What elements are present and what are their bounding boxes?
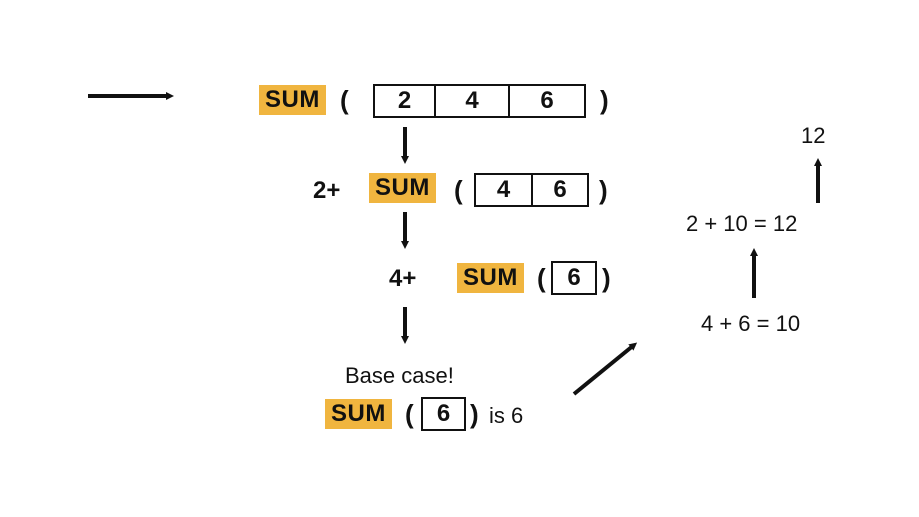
array-cell: 6 — [567, 264, 581, 291]
open-paren: ( — [405, 399, 414, 429]
row3-prefix: 4+ — [389, 265, 417, 292]
final-result: 12 — [801, 123, 826, 148]
close-paren: ) — [599, 175, 608, 205]
sum-label: SUM — [369, 173, 436, 203]
diagonal-arrow-icon — [572, 342, 638, 396]
sum-label: SUM — [457, 263, 524, 293]
array-cell: 4 — [476, 175, 533, 205]
result-step2: 2 + 10 = 12 — [686, 211, 798, 236]
array-cell: 4 — [436, 86, 510, 116]
array-cell: 6 — [540, 87, 554, 114]
open-paren: ( — [537, 263, 546, 293]
array-row3: 6 — [551, 261, 597, 295]
array-base: 6 — [421, 397, 466, 431]
open-paren: ( — [454, 175, 463, 205]
base-case-title: Base case! — [345, 363, 454, 388]
array-row1: 2 4 6 — [373, 84, 586, 118]
base-case-result: is 6 — [489, 403, 524, 428]
array-cell: 6 — [553, 176, 567, 203]
close-paren: ) — [470, 399, 479, 429]
result-step1: 4 + 6 = 10 — [701, 311, 801, 336]
open-paren: ( — [340, 85, 349, 115]
array-row2: 4 6 — [474, 173, 589, 207]
close-paren: ) — [600, 85, 609, 115]
close-paren: ) — [602, 263, 611, 293]
sum-label: SUM — [259, 85, 326, 115]
sum-label: SUM — [325, 399, 392, 429]
row2-prefix: 2+ — [313, 177, 341, 204]
array-cell: 2 — [375, 86, 436, 116]
array-cell: 6 — [436, 400, 451, 427]
